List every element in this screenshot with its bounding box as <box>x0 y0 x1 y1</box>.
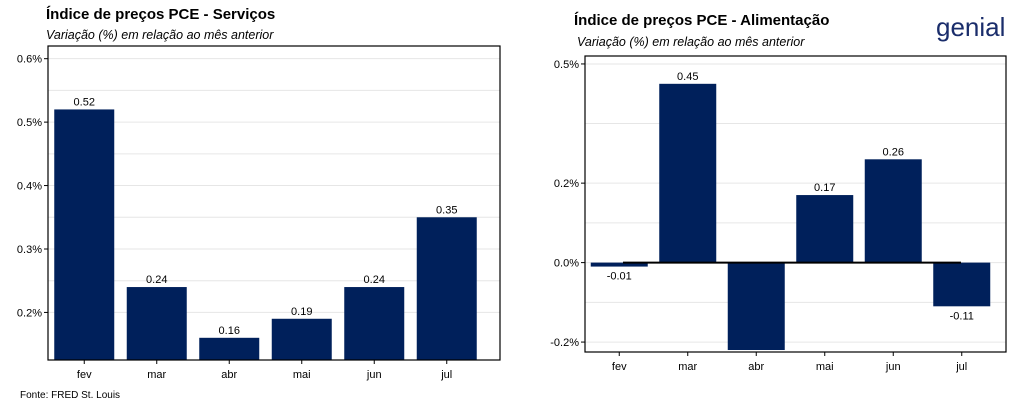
genial-logo: genial <box>936 12 1005 42</box>
plot-frame <box>47 45 501 361</box>
x-tick-label-fev: fev <box>77 369 92 381</box>
data-label-jul: -0.11 <box>950 310 974 322</box>
x-tick-label-mai: mai <box>816 361 834 373</box>
bar-mar <box>126 287 187 360</box>
y-tick-label: 0.0% <box>554 258 579 270</box>
data-label-fev: 0.52 <box>74 96 95 108</box>
chart-subtitle-servicos: Variação (%) em relação ao mês anterior <box>46 28 274 42</box>
x-tick-label-fev: fev <box>612 361 627 373</box>
bar-mai <box>796 195 854 263</box>
x-tick-label-abr: abr <box>748 361 764 373</box>
bar-mar <box>659 83 717 263</box>
y-tick-label: -0.2% <box>550 337 579 349</box>
data-label-abr: 0.16 <box>219 325 240 337</box>
x-tick-label-abr: abr <box>221 369 237 381</box>
bar-jul <box>416 217 477 360</box>
data-label-mai: 0.19 <box>291 306 312 318</box>
bar-abr <box>727 262 785 351</box>
data-label-jun: 0.24 <box>364 274 385 286</box>
data-label-jun: 0.26 <box>883 146 904 158</box>
x-tick-label-jul: jul <box>955 361 967 373</box>
bar-jun <box>864 159 922 263</box>
y-tick-label: 0.2% <box>554 178 579 190</box>
data-label-mar: 0.45 <box>677 71 698 83</box>
y-tick-label: 0.5% <box>17 117 42 129</box>
x-tick-label-mar: mar <box>678 361 697 373</box>
chart-title-servicos: Índice de preços PCE - Serviços <box>46 6 276 23</box>
data-label-mar: 0.24 <box>146 274 167 286</box>
bar-jul <box>933 262 991 307</box>
bar-mai <box>271 318 332 360</box>
bar-jun <box>344 287 405 360</box>
chart-subtitle-alimentacao: Variação (%) em relação ao mês anterior <box>577 35 805 49</box>
x-tick-label-mar: mar <box>147 369 166 381</box>
chart-title-alimentacao: Índice de preços PCE - Alimentação <box>574 12 830 29</box>
data-label-mai: 0.17 <box>814 182 835 194</box>
y-tick-label: 0.2% <box>17 307 42 319</box>
y-tick-label: 0.3% <box>17 244 42 256</box>
x-tick-label-jun: jun <box>366 369 382 381</box>
data-label-fev: -0.01 <box>607 271 632 283</box>
y-tick-label: 0.4% <box>17 181 42 193</box>
plot-frame <box>584 55 1007 353</box>
x-tick-label-jun: jun <box>885 361 901 373</box>
x-tick-label-jul: jul <box>440 369 452 381</box>
y-tick-label: 0.5% <box>554 59 579 71</box>
data-label-jul: 0.35 <box>436 204 457 216</box>
y-tick-label: 0.6% <box>17 54 42 66</box>
bar-fev <box>54 109 115 360</box>
x-tick-label-mai: mai <box>293 369 311 381</box>
bar-abr <box>199 337 260 360</box>
genial-logo-text: genial <box>936 12 1005 42</box>
source-note: Fonte: FRED St. Louis <box>20 390 121 401</box>
bar-fev <box>590 262 648 267</box>
